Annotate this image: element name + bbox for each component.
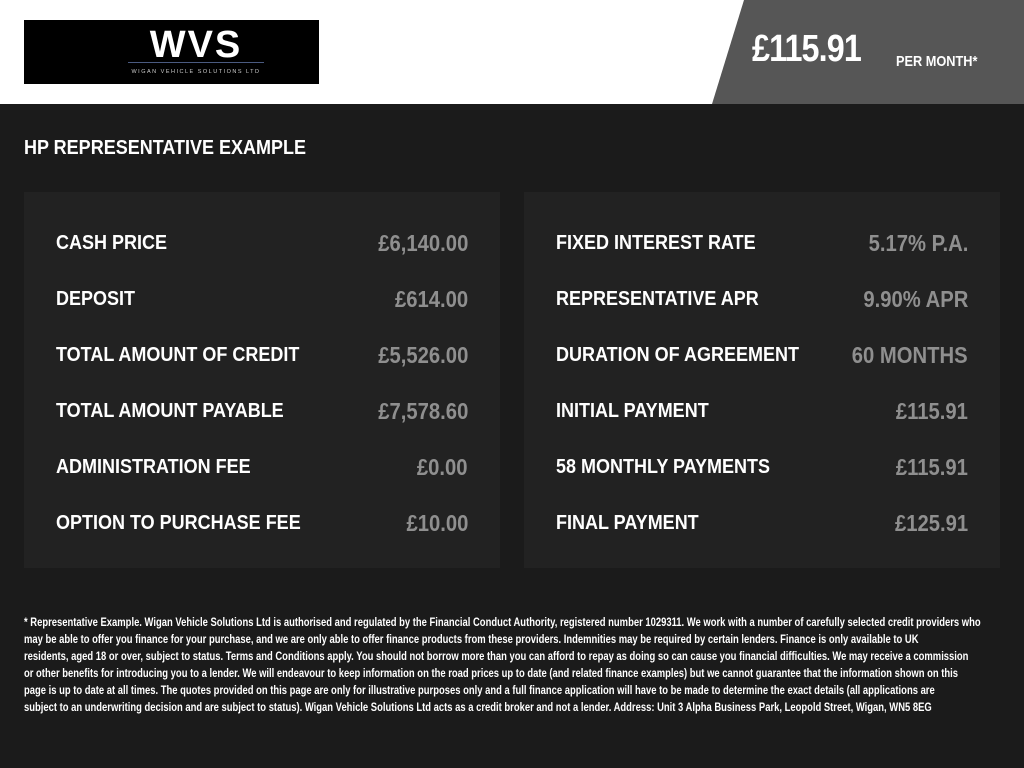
row-value: £125.91: [894, 510, 968, 536]
per-month-label: PER MONTH*: [896, 53, 978, 70]
svg-text:WIGAN VEHICLE SOLUTIONS LTD: WIGAN VEHICLE SOLUTIONS LTD: [131, 69, 260, 75]
row-value: 60 MONTHS: [852, 342, 968, 368]
row-label: FINAL PAYMENT: [556, 512, 699, 534]
disclaimer-line: residents, aged 18 or over, subject to s…: [24, 651, 969, 663]
svg-text:WVS: WVS: [150, 24, 243, 66]
row-label: TOTAL AMOUNT PAYABLE: [56, 400, 284, 422]
finance-row: FIXED INTEREST RATE 5.17% P.A.: [556, 230, 968, 262]
row-label: DEPOSIT: [56, 288, 136, 310]
row-label: DURATION OF AGREEMENT: [556, 344, 799, 366]
row-label: OPTION TO PURCHASE FEE: [56, 512, 301, 534]
monthly-price: £115.91: [752, 28, 862, 70]
disclaimer-line: * Representative Example. Wigan Vehicle …: [24, 617, 981, 629]
finance-row: REPRESENTATIVE APR 9.90% APR: [556, 286, 968, 318]
finance-panel-right: FIXED INTEREST RATE 5.17% P.A. REPRESENTA…: [524, 192, 1000, 568]
finance-row: INITIAL PAYMENT £115.91: [556, 398, 968, 430]
row-value: £6,140.00: [377, 230, 468, 256]
finance-row: CASH PRICE £6,140.00: [56, 230, 468, 262]
row-label: 58 MONTHLY PAYMENTS: [556, 456, 771, 478]
row-label: FIXED INTEREST RATE: [556, 232, 756, 254]
row-value: £0.00: [417, 454, 468, 480]
row-value: 9.90% APR: [863, 286, 968, 312]
disclaimer-line: may be able to offer you finance for you…: [24, 634, 919, 646]
section-title: HP REPRESENTATIVE EXAMPLE: [24, 137, 307, 159]
finance-row: DEPOSIT £614.00: [56, 286, 468, 318]
finance-row: ADMINISTRATION FEE £0.00: [56, 454, 468, 486]
row-label: REPRESENTATIVE APR: [556, 288, 759, 310]
row-value: £7,578.60: [377, 398, 468, 424]
row-value: £115.91: [895, 454, 968, 480]
disclaimer-line: or other benefits for introducing you to…: [24, 668, 959, 680]
wvs-logo[interactable]: WVS WIGAN VEHICLE SOLUTIONS LTD: [24, 20, 319, 84]
finance-row: DURATION OF AGREEMENT 60 MONTHS: [556, 342, 968, 374]
finance-row: TOTAL AMOUNT OF CREDIT £5,526.00: [56, 342, 468, 374]
row-value: £10.00: [406, 510, 468, 536]
disclaimer-line: subject to an underwriting decision and …: [24, 702, 932, 714]
row-label: ADMINISTRATION FEE: [56, 456, 251, 478]
row-value: £614.00: [394, 286, 468, 312]
finance-row: FINAL PAYMENT £125.91: [556, 510, 968, 542]
finance-panel-left: CASH PRICE £6,140.00 DEPOSIT £614.00 TOTAL…: [24, 192, 500, 568]
disclaimer: * Representative Example. Wigan Vehicle …: [24, 615, 1024, 717]
row-label: TOTAL AMOUNT OF CREDIT: [56, 344, 300, 366]
row-value: £5,526.00: [377, 342, 468, 368]
finance-row: OPTION TO PURCHASE FEE £10.00: [56, 510, 468, 542]
row-label: INITIAL PAYMENT: [556, 400, 709, 422]
finance-row: TOTAL AMOUNT PAYABLE £7,578.60: [56, 398, 468, 430]
finance-row: 58 MONTHLY PAYMENTS £115.91: [556, 454, 968, 486]
row-value: £115.91: [895, 398, 968, 424]
row-label: CASH PRICE: [56, 232, 168, 254]
row-value: 5.17% P.A.: [868, 230, 968, 256]
disclaimer-line: page is up to date at all times. The quo…: [24, 685, 935, 697]
price-band: [712, 0, 1024, 104]
